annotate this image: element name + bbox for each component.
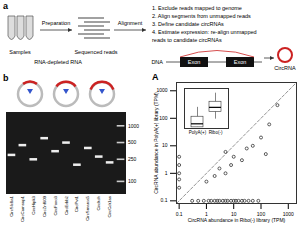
svg-text:Alignment: Alignment [118,20,143,26]
svg-text:10: 10 [230,211,237,218]
svg-text:4. Estimate expression: re-ali: 4. Estimate expression: re-align unmappe… [152,29,257,35]
svg-text:a: a [3,1,9,11]
svg-text:1000: 1000 [156,87,168,94]
svg-text:RNA-depleted RNA: RNA-depleted RNA [34,59,82,65]
svg-text:0.1: 0.1 [176,211,183,217]
svg-text:b: b [3,73,9,83]
svg-text:DNA: DNA [151,59,163,65]
svg-text:CircRNA: CircRNA [274,65,296,71]
svg-text:CircCdr1as: CircCdr1as [107,196,112,218]
svg-text:0.1: 0.1 [161,197,168,203]
svg-text:CircHipk3: CircHipk3 [31,195,36,214]
svg-text:Preparation: Preparation [42,20,70,26]
svg-text:Ribo(-): Ribo(-) [209,130,223,135]
svg-text:1000: 1000 [282,211,294,218]
svg-text:Exon: Exon [188,59,201,65]
svg-text:CircRNA abundance in PolyA(+): CircRNA abundance in PolyA(+) library (T… [153,92,159,194]
svg-text:Exon: Exon [234,59,247,65]
svg-text:1000: 1000 [128,123,139,129]
svg-text:100: 100 [128,178,137,184]
svg-text:100: 100 [256,211,266,218]
svg-text:CircZnf609: CircZnf609 [42,195,47,217]
svg-text:250: 250 [128,156,137,162]
svg-text:1: 1 [205,211,208,218]
svg-text:CircPvt1: CircPvt1 [74,195,79,212]
svg-text:CircFoxo3: CircFoxo3 [53,195,58,215]
svg-text:1: 1 [165,170,168,176]
html-text:A: A [152,72,159,82]
svg-text:reads to candidate circRNAs: reads to candidate circRNAs [152,37,222,43]
svg-text:3. Define candidate circRNAs: 3. Define candidate circRNAs [152,21,224,27]
svg-text:Sequenced reads: Sequenced reads [74,49,117,55]
svg-text:PolyA(+): PolyA(+) [189,130,207,135]
svg-text:Samples: Samples [9,49,31,55]
svg-text:2. Align segments from unmappe: 2. Align segments from unmapped reads [152,13,251,19]
svg-text:CircSlc8a1: CircSlc8a1 [9,195,14,216]
svg-text:100: 100 [159,115,168,121]
svg-text:CircRNA abundance in Ribo(-) l: CircRNA abundance in Ribo(-) library (TP… [188,217,286,223]
svg-text:10: 10 [162,142,168,148]
svg-text:CircSmarca5: CircSmarca5 [85,195,90,220]
svg-text:CircItch: CircItch [96,195,101,210]
svg-text:500: 500 [128,139,137,145]
svg-text:CircErbb2: CircErbb2 [64,195,69,215]
svg-text:1. Exclude reads mapped to gen: 1. Exclude reads mapped to genome [152,5,242,11]
svg-text:CircCamsap1: CircCamsap1 [20,195,25,222]
